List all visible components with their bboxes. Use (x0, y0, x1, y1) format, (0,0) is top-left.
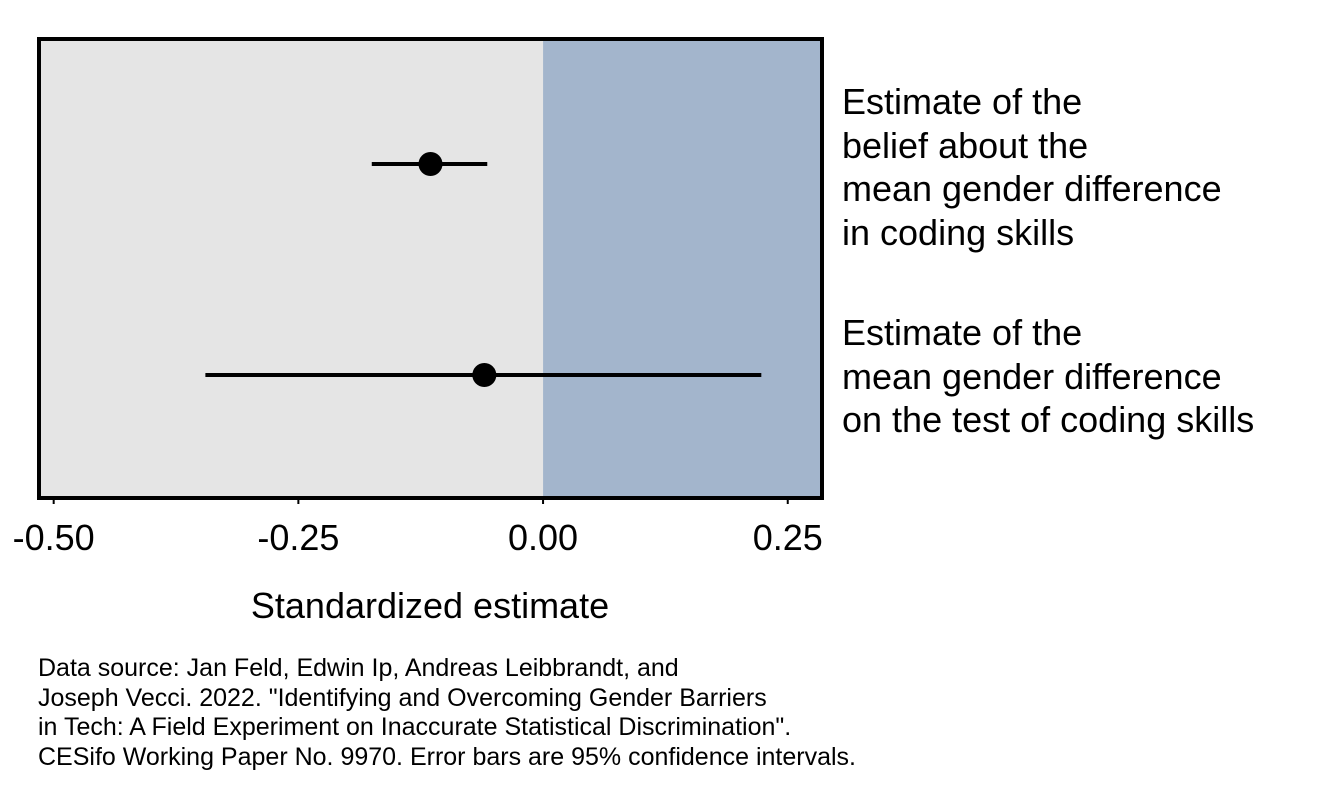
x-tick-label: -0.50 (12, 517, 95, 558)
x-axis-ticks (52, 498, 789, 504)
row-label-line: mean gender difference (842, 168, 1222, 209)
caption-line: Data source: Jan Feld, Edwin Ip, Andreas… (38, 654, 679, 682)
x-tick-label: 0.25 (752, 517, 823, 558)
positive-region-background (543, 39, 822, 498)
plot-frame (37, 37, 824, 500)
estimate-marks (205, 152, 762, 387)
test-estimate-point (472, 363, 497, 387)
x-axis-title: Standardized estimate (250, 585, 610, 626)
row-label-line: Estimate of the (842, 81, 1083, 122)
row-label-test: Estimate of the mean gender difference o… (842, 311, 1254, 442)
belief-estimate-point (418, 152, 443, 176)
source-caption: Data source: Jan Feld, Edwin Ip, Andreas… (38, 654, 856, 772)
row-label-line: in coding skills (842, 211, 1075, 253)
row-label-line: belief about the (842, 124, 1089, 166)
row-label-line: Estimate of the (842, 312, 1083, 353)
caption-line: Joseph Vecci. 2022. "Identifying and Ove… (38, 683, 767, 712)
x-tick-label: 0.00 (508, 517, 579, 558)
row-label-belief: Estimate of the belief about the mean ge… (842, 80, 1222, 254)
row-label-line: mean gender difference (842, 355, 1222, 397)
negative-region-background (39, 39, 544, 498)
caption-line: in Tech: A Field Experiment on Inaccurat… (38, 713, 792, 741)
caption-line: CESifo Working Paper No. 9970. Error bar… (38, 742, 856, 771)
x-tick-label: -0.25 (257, 517, 340, 558)
row-label-line: on the test of coding skills (842, 399, 1255, 440)
